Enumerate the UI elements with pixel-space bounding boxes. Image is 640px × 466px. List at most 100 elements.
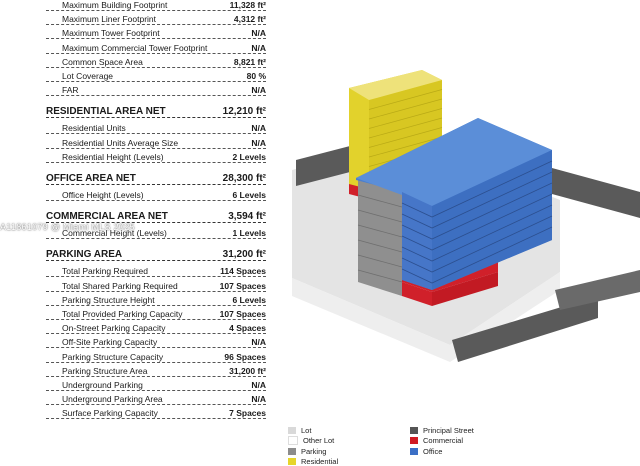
table-row: Maximum Liner Footprint 4,312 ft² bbox=[46, 10, 266, 26]
residential-level-line bbox=[368, 136, 443, 158]
office-level-line bbox=[401, 171, 553, 229]
street-right bbox=[552, 168, 640, 218]
row-label: Commercial Height (Levels) bbox=[62, 228, 167, 239]
legend-label: Other Lot bbox=[303, 436, 335, 445]
row-label: On-Street Parking Capacity bbox=[62, 323, 166, 334]
row-value: 114 Spaces bbox=[220, 266, 266, 277]
watermark: A11861079 @ Miami MLS 2025 bbox=[0, 222, 135, 232]
row-value: 4,312 ft² bbox=[233, 14, 266, 25]
table-row: Parking Structure Capacity 96 Spaces bbox=[46, 348, 266, 363]
row-label: Residential Height (Levels) bbox=[62, 151, 164, 162]
row-value: 4 Spaces bbox=[229, 323, 266, 334]
lot-ground-shade bbox=[292, 272, 560, 362]
street-left bbox=[296, 146, 350, 186]
row-label: Underground Parking Area bbox=[62, 394, 163, 405]
section-header-row: RESIDENTIAL AREA NET 12,210 ft² bbox=[46, 101, 266, 119]
table-row: Office Height (Levels) 6 Levels bbox=[46, 186, 266, 201]
commercial-base-right bbox=[432, 272, 498, 306]
table-row: Total Parking Required 114 Spaces bbox=[46, 262, 266, 278]
street-bottom bbox=[452, 296, 598, 362]
row-label: Total Provided Parking Capacity bbox=[62, 309, 183, 319]
row-value: N/A bbox=[251, 42, 266, 53]
row-value: N/A bbox=[251, 380, 266, 390]
section-header-row: OFFICE AREA NET 28,300 ft² bbox=[46, 168, 266, 185]
parking-structure bbox=[358, 180, 402, 296]
office-level-line bbox=[401, 182, 553, 240]
parking-level-line bbox=[357, 194, 403, 208]
legend-item: Office bbox=[410, 447, 442, 456]
legend-item: Residential bbox=[288, 457, 338, 466]
table-row: Lot Coverage 80 % bbox=[46, 67, 266, 82]
office-level-line bbox=[401, 226, 553, 284]
table-row: Off-Site Parking Capacity N/A bbox=[46, 333, 266, 349]
table-row: Residential Height (Levels) 2 Levels bbox=[46, 148, 266, 163]
legend-item: Commercial bbox=[410, 436, 463, 445]
section-value: 12,210 ft² bbox=[222, 106, 266, 118]
table-row: Maximum Building Footprint 11,328 ft² bbox=[46, 0, 266, 11]
legend-label: Commercial bbox=[423, 436, 464, 445]
legend-label: Office bbox=[423, 447, 443, 456]
office-level-line bbox=[401, 193, 553, 251]
section-value: 28,300 ft² bbox=[222, 173, 266, 184]
row-value: N/A bbox=[251, 28, 266, 39]
row-label: Parking Structure Area bbox=[62, 365, 148, 376]
row-label: Underground Parking bbox=[62, 380, 143, 390]
table-row: Residential Units Average Size N/A bbox=[46, 134, 266, 149]
parking-level-line bbox=[357, 269, 403, 283]
row-value: N/A bbox=[251, 394, 266, 405]
parking-level-line bbox=[357, 224, 403, 238]
residential-level-line bbox=[368, 127, 443, 148]
row-label: Maximum Commercial Tower Footprint bbox=[62, 42, 208, 53]
legend-swatch bbox=[288, 436, 298, 445]
table-row: Surface Parking Capacity 7 Spaces bbox=[46, 404, 266, 420]
residential-level-line bbox=[368, 98, 443, 120]
parking-level-line bbox=[357, 239, 403, 253]
row-value: N/A bbox=[251, 123, 266, 134]
section-value: 31,200 ft² bbox=[222, 249, 266, 261]
row-value: 6 Levels bbox=[232, 190, 266, 200]
commercial-base-front-2 bbox=[402, 282, 432, 306]
table-row: Total Shared Parking Required 107 Spaces bbox=[46, 277, 266, 292]
office-block bbox=[356, 118, 552, 290]
row-label: Residential Units bbox=[62, 123, 126, 134]
row-label: Maximum Liner Footprint bbox=[62, 14, 157, 25]
row-label: FAR bbox=[62, 85, 79, 96]
section-label: PARKING AREA bbox=[46, 249, 123, 261]
section-label: COMMERCIAL AREA NET bbox=[46, 211, 168, 223]
table-row: Total Provided Parking Capacity 107 Space… bbox=[46, 305, 266, 320]
section-value: 3,594 ft² bbox=[228, 211, 266, 223]
table-row: On-Street Parking Capacity 4 Spaces bbox=[46, 319, 266, 335]
legend-label: Lot bbox=[301, 426, 312, 435]
table-row: Parking Structure Area 31,200 ft² bbox=[46, 362, 266, 377]
table-row: FAR N/A bbox=[46, 81, 266, 97]
legend-item: Principal Street bbox=[410, 426, 474, 435]
row-label: Parking Structure Capacity bbox=[62, 351, 164, 362]
row-value: N/A bbox=[251, 85, 266, 96]
residential-level-line bbox=[368, 108, 443, 129]
table-row: Underground Parking Area N/A bbox=[46, 390, 266, 406]
residential-level-line bbox=[368, 89, 443, 110]
row-label: Surface Parking Capacity bbox=[62, 408, 158, 419]
legend-label: Parking bbox=[301, 447, 327, 456]
legend-label: Residential bbox=[301, 457, 339, 466]
row-value: 11,328 ft² bbox=[229, 0, 266, 10]
office-level-line bbox=[401, 160, 553, 218]
table-row: Maximum Tower Footprint N/A bbox=[46, 24, 266, 40]
row-value: 8,821 ft² bbox=[233, 56, 266, 67]
row-value: 80 % bbox=[246, 71, 266, 81]
street-right-lower bbox=[555, 270, 640, 310]
legend-swatch bbox=[288, 458, 296, 465]
table-row: Parking Structure Height 6 Levels bbox=[46, 291, 266, 306]
parking-level-line bbox=[357, 209, 403, 223]
row-label: Total Shared Parking Required bbox=[62, 280, 178, 291]
row-value: N/A bbox=[251, 137, 266, 148]
row-label: Parking Structure Height bbox=[62, 294, 155, 305]
legend-item: Lot bbox=[288, 426, 311, 435]
office-level-line bbox=[401, 215, 553, 273]
legend-swatch bbox=[288, 448, 296, 455]
row-label: Maximum Building Footprint bbox=[62, 0, 168, 10]
legend-item: Other Lot bbox=[288, 436, 334, 445]
table-row: Underground Parking N/A bbox=[46, 376, 266, 391]
legend-swatch bbox=[410, 448, 418, 455]
